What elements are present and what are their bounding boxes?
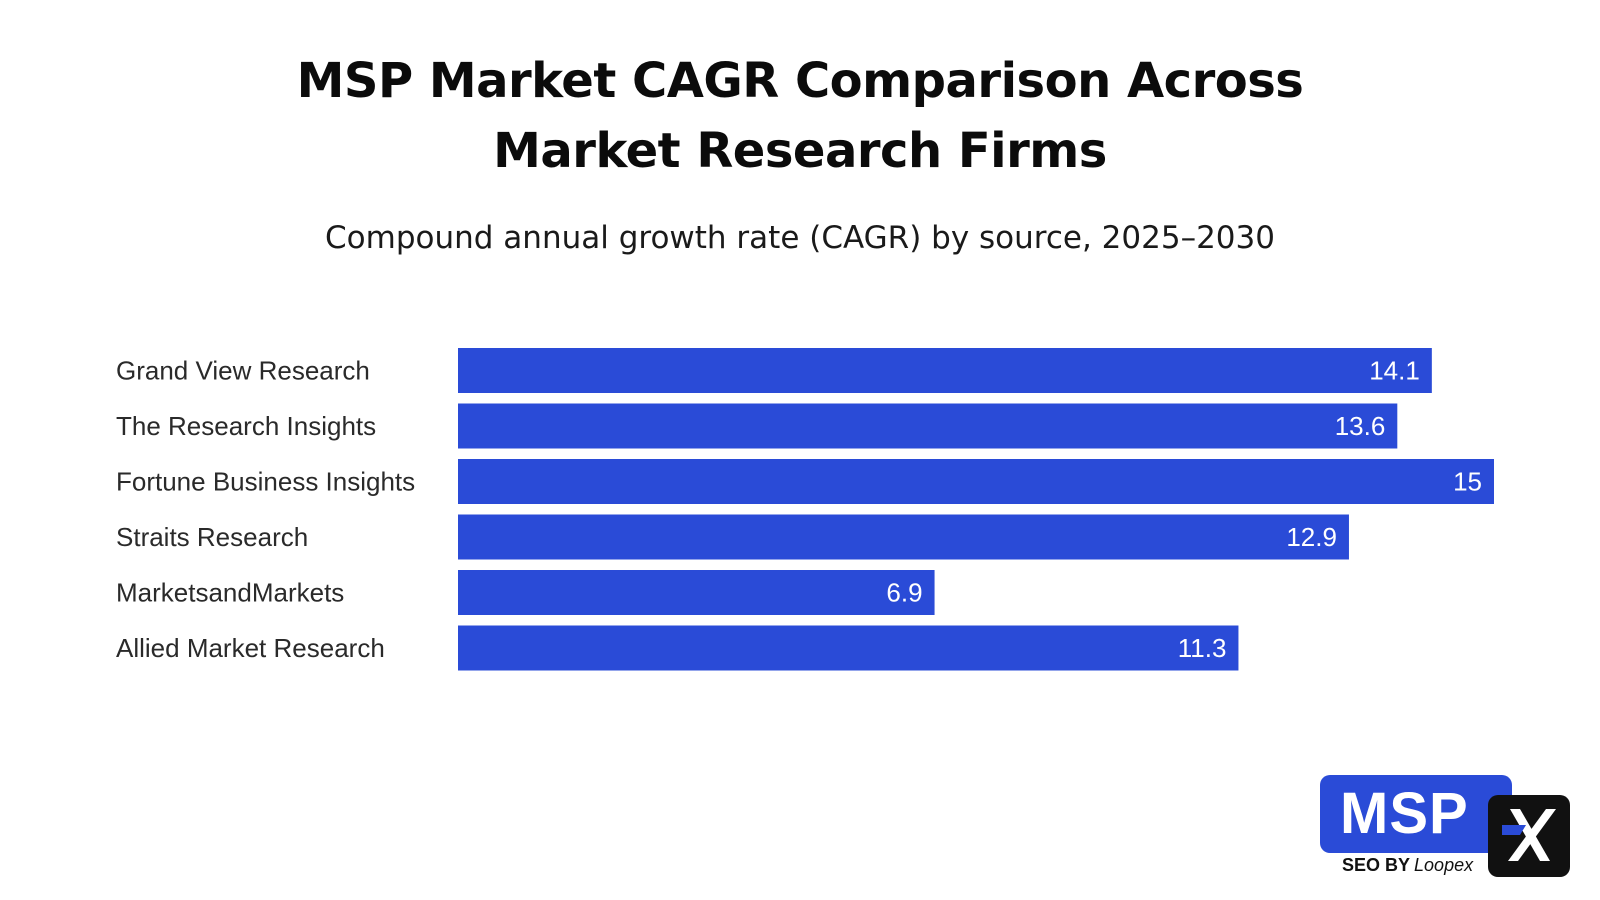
msp-logo-tagline: SEO BY Loopex [1342,855,1473,876]
category-label: Allied Market Research [116,633,385,663]
bar-value-label: 13.6 [1335,411,1386,441]
category-label: The Research Insights [116,411,376,441]
chart-subtitle: Compound annual growth rate (CAGR) by so… [325,220,1275,256]
x-mark-icon [1488,795,1570,877]
bar-value-label: 12.9 [1286,522,1337,552]
bar-value-label: 6.9 [886,578,922,608]
bar [458,570,935,615]
bar-value-label: 14.1 [1369,356,1420,386]
category-label: MarketsandMarkets [116,578,344,608]
msp-logo: MSP SEO BY Loopex [1320,775,1570,887]
chart-title-line-1: MSP Market CAGR Comparison Across [296,53,1304,109]
bar-chart: Grand View Research 14.1 The Research Insi… [116,348,1494,671]
bar [458,459,1494,504]
bar [458,348,1432,393]
category-label: Fortune Business Insights [116,467,415,497]
chart-title-line-2: Market Research Firms [493,123,1107,179]
chart-title: MSP Market CAGR Comparison Across Market… [0,46,1600,186]
bar-value-label: 15 [1453,467,1482,497]
bar [458,514,1349,560]
bar [458,625,1239,671]
category-label: Grand View Research [116,356,370,386]
msp-logo-wordmark: MSP [1320,775,1512,853]
bar [458,403,1398,449]
bar-value-label: 11.3 [1178,633,1227,663]
logo-brand-text: Loopex [1414,855,1474,875]
logo-tagline-text: SEO BY [1342,855,1411,875]
category-label: Straits Research [116,522,308,552]
